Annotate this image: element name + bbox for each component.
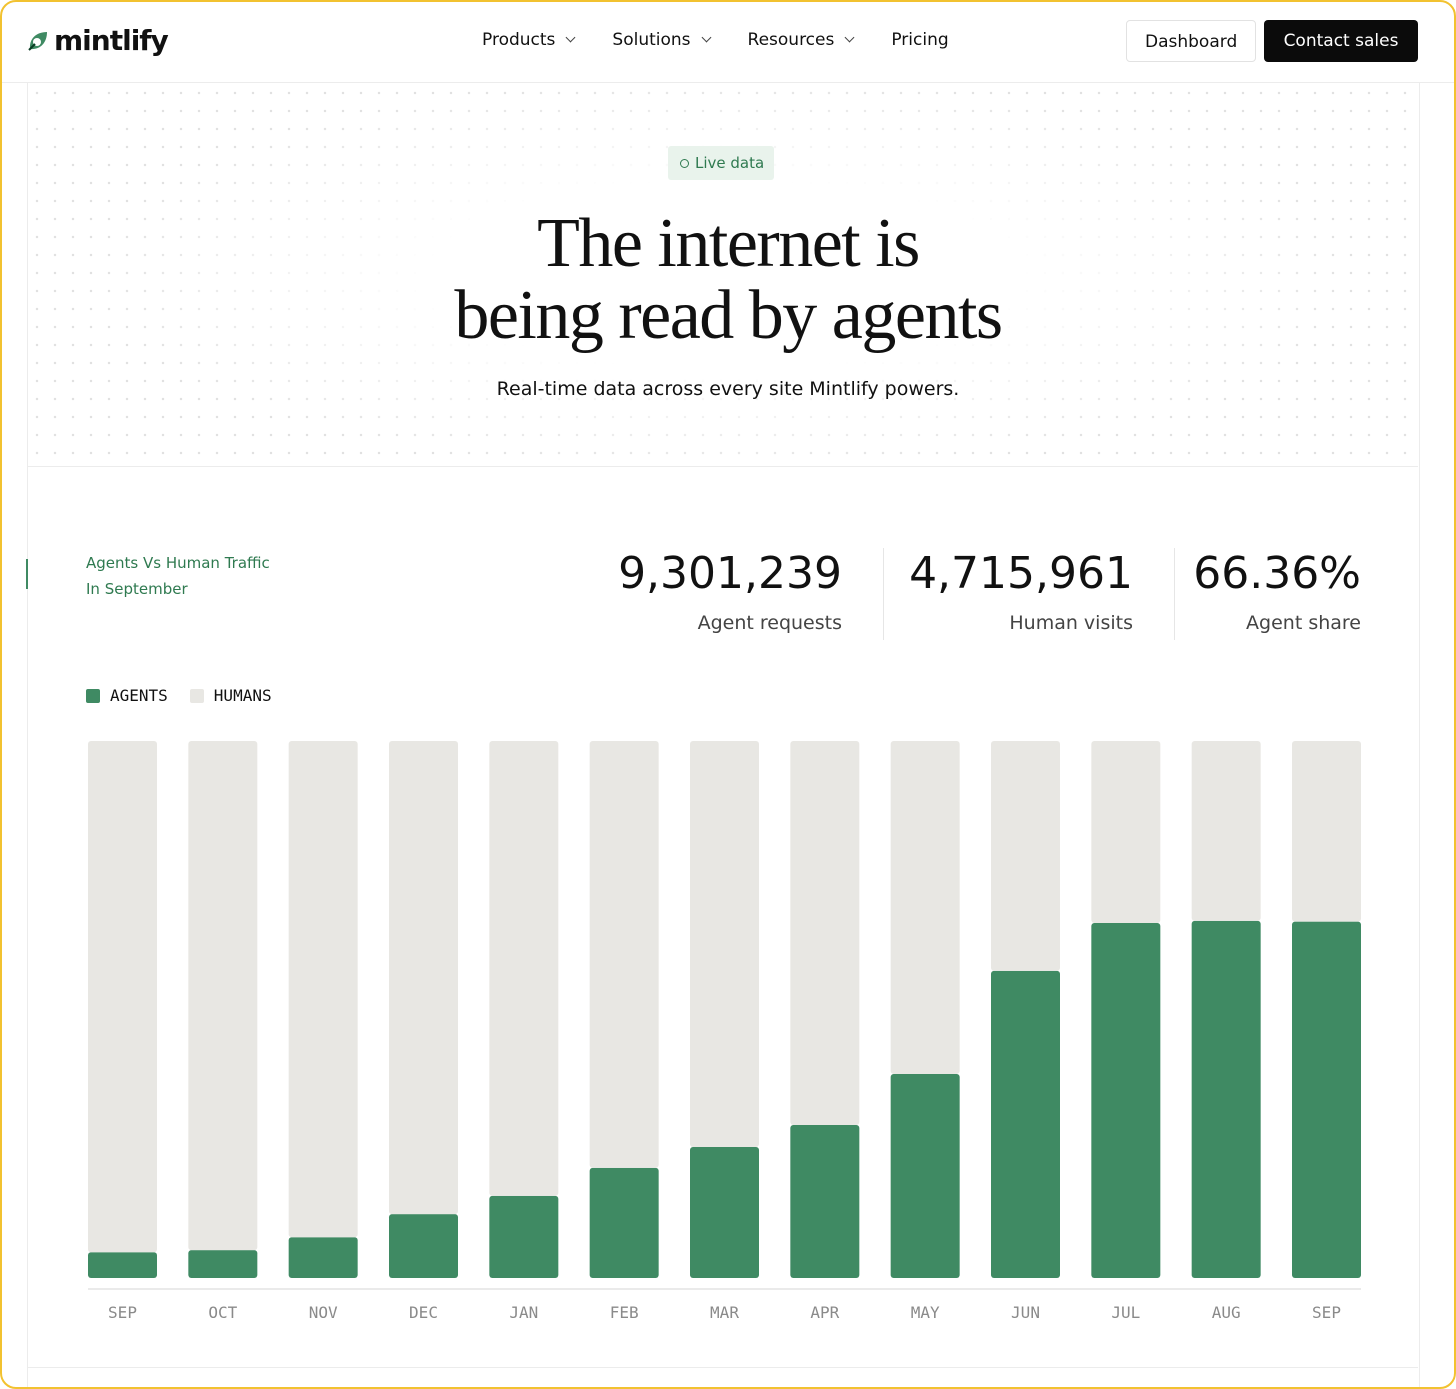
x-tick-label: JAN bbox=[509, 1303, 538, 1322]
stat: 66.36% Agent share bbox=[1193, 546, 1361, 642]
stat-value: 9,301,239 bbox=[618, 548, 842, 599]
bar-segment bbox=[1292, 921, 1361, 1278]
x-tick-label: SEP bbox=[108, 1303, 137, 1322]
legend-label: HUMANS bbox=[213, 686, 272, 705]
logo[interactable]: mintlify bbox=[26, 24, 169, 57]
x-tick-label: MAY bbox=[911, 1303, 940, 1322]
title-line: The internet is bbox=[537, 205, 920, 282]
hero-title: The internet is being read by agents bbox=[2, 208, 1454, 352]
nav-link[interactable]: Solutions bbox=[612, 30, 709, 50]
nav-link[interactable]: Pricing bbox=[891, 30, 949, 50]
bar-segment bbox=[1292, 741, 1361, 922]
stat-divider bbox=[1174, 548, 1175, 640]
live-badge: Live data bbox=[668, 146, 775, 180]
bar-segment bbox=[690, 1146, 759, 1278]
x-tick-label: JUL bbox=[1111, 1303, 1140, 1322]
bar-segment bbox=[589, 741, 659, 1168]
hero-subtitle: Real-time data across every site Mintlif… bbox=[496, 378, 960, 400]
bar-segment bbox=[1091, 741, 1161, 924]
bar-segment bbox=[790, 1124, 860, 1278]
dashboard-button[interactable]: Dashboard bbox=[1126, 20, 1257, 62]
stat-divider bbox=[883, 548, 884, 640]
navbar: mintlify Products Solutions Resources Pr… bbox=[2, 2, 1454, 83]
bar-segment bbox=[88, 1252, 157, 1278]
heading-line: Agents Vs Human Traffic bbox=[86, 554, 270, 572]
x-tick-label: APR bbox=[810, 1303, 839, 1322]
badge-text: Live data bbox=[695, 154, 765, 172]
divider bbox=[28, 1367, 1418, 1368]
legend-label: AGENTS bbox=[110, 686, 168, 705]
x-tick-label: MAR bbox=[710, 1303, 739, 1322]
logo-icon bbox=[28, 31, 47, 51]
bar-segment bbox=[389, 741, 458, 1215]
bar-segment bbox=[690, 741, 759, 1147]
divider bbox=[28, 466, 1418, 467]
stat: 9,301,239 Agent requests bbox=[618, 546, 842, 642]
stat-label: Agent requests bbox=[697, 612, 842, 634]
x-tick-label: SEP bbox=[1312, 1303, 1341, 1322]
logo-text: mintlify bbox=[54, 24, 169, 57]
stat-value: 4,715,961 bbox=[909, 548, 1133, 599]
accent-bar bbox=[26, 559, 28, 589]
stat: 4,715,961 Human visits bbox=[909, 546, 1133, 642]
bar-segment bbox=[489, 1195, 559, 1278]
bar-segment bbox=[288, 1237, 358, 1278]
bar-segment bbox=[288, 741, 358, 1238]
stat-value: 66.36% bbox=[1193, 548, 1361, 599]
legend-item: AGENTS bbox=[86, 686, 168, 705]
x-tick-label: AUG bbox=[1212, 1303, 1241, 1322]
bar-segment bbox=[991, 741, 1060, 971]
title-line: being read by agents bbox=[454, 277, 1003, 354]
nav-links: Products Solutions Resources Pricing bbox=[482, 30, 949, 50]
bar-segment bbox=[890, 1073, 960, 1278]
nav-link[interactable]: Products bbox=[482, 30, 574, 50]
legend: AGENTS HUMANS bbox=[86, 686, 272, 705]
bar-segment bbox=[589, 1167, 659, 1278]
bar-segment bbox=[790, 741, 860, 1125]
bar-segment bbox=[890, 741, 960, 1074]
legend-swatch bbox=[189, 688, 204, 703]
bar-segment bbox=[991, 970, 1060, 1278]
frame bbox=[27, 83, 1420, 1387]
bar-segment bbox=[489, 741, 559, 1196]
bar-segment bbox=[1191, 741, 1261, 921]
stats-heading: Agents Vs Human Traffic In September bbox=[86, 550, 270, 602]
stat-label: Agent share bbox=[1246, 612, 1361, 634]
stat-label: Human visits bbox=[1009, 612, 1133, 634]
nav-link[interactable]: Resources bbox=[748, 30, 854, 50]
legend-item: HUMANS bbox=[189, 686, 272, 705]
x-tick-label: DEC bbox=[409, 1303, 438, 1322]
bar-segment bbox=[188, 1250, 258, 1278]
x-tick-label: OCT bbox=[208, 1303, 237, 1322]
bar-segment bbox=[389, 1214, 458, 1278]
bar-segment bbox=[188, 741, 258, 1251]
heading-line: In September bbox=[86, 580, 188, 598]
bar-segment bbox=[1191, 920, 1261, 1278]
x-tick-label: NOV bbox=[309, 1303, 338, 1322]
chart: SEP OCT NOV DEC JAN FEB MAR APR MAY JUN JUL AUG SEP bbox=[88, 741, 1361, 1322]
x-tick-label: FEB bbox=[610, 1303, 639, 1322]
x-tick-label: JUN bbox=[1011, 1303, 1040, 1322]
bar-segment bbox=[1091, 923, 1161, 1278]
bar-segment bbox=[88, 741, 157, 1253]
legend-swatch bbox=[86, 688, 100, 703]
contact-button[interactable]: Contact sales bbox=[1264, 20, 1418, 62]
